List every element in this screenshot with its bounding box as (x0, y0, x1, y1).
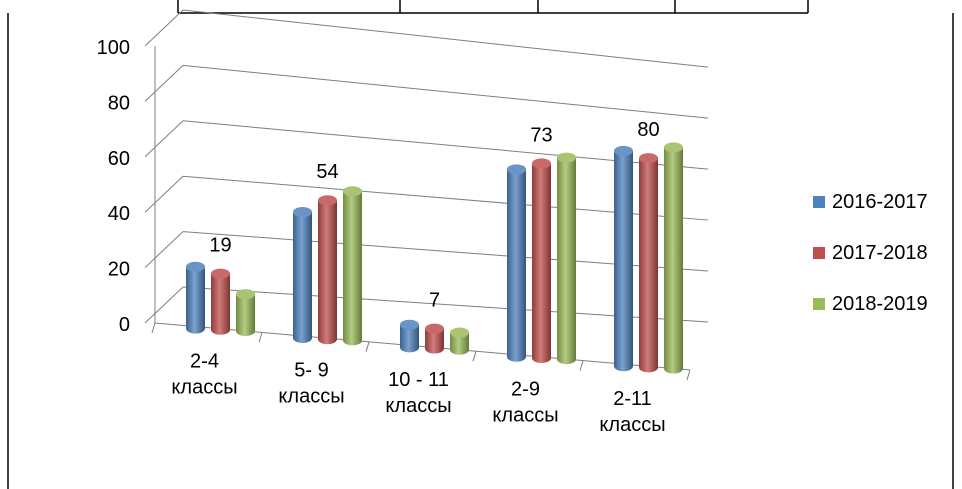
bar-body (425, 328, 444, 354)
bar-body (236, 294, 255, 336)
x-axis-line (154, 322, 691, 371)
bar (236, 289, 255, 336)
y-tick-label: 20 (108, 259, 130, 281)
bar-top (507, 164, 526, 175)
category-label: классы (278, 386, 344, 408)
data-labels: 19 54 7 73 80 (209, 119, 659, 312)
category-label: 2-9 (511, 379, 540, 401)
bar (186, 261, 205, 334)
bar-body (664, 147, 683, 374)
bar-top (532, 158, 551, 169)
bar-top (425, 323, 444, 334)
category-labels: 2-4 классы 5- 9 классы 10 - 11 классы 2-9 класс… (171, 350, 665, 436)
bar (664, 142, 683, 374)
bar (400, 319, 419, 353)
category-label: классы (171, 376, 237, 398)
x-tick-mark (258, 332, 263, 343)
data-label: 7 (429, 290, 440, 312)
y-axis-ticks: 0 20 40 60 80 100 (97, 37, 130, 336)
bar (318, 195, 337, 345)
category-label: 2-11 (613, 388, 652, 410)
bar-top (236, 289, 255, 300)
gridline-side (144, 65, 184, 102)
bar-top (343, 186, 362, 197)
category-label: классы (599, 414, 665, 436)
legend-item: 2017-2018 (813, 242, 928, 264)
bar (639, 153, 658, 373)
gridline-side (144, 286, 184, 324)
bar (507, 164, 526, 362)
bar (293, 207, 312, 343)
y-tick-label: 100 (97, 37, 130, 59)
bar-top (664, 142, 683, 153)
bar (425, 323, 444, 354)
bar-top (186, 261, 205, 272)
bar-top (614, 145, 633, 156)
bar-body (293, 212, 312, 343)
bar-top (211, 268, 230, 279)
x-tick-mark (579, 360, 584, 371)
legend-swatch (813, 298, 825, 310)
bar (211, 268, 230, 335)
bar-body (507, 169, 526, 362)
category-label: 2-4 (190, 350, 219, 372)
bar-body (557, 157, 576, 365)
data-label: 19 (209, 235, 231, 257)
bar-body (211, 273, 230, 335)
bar-top (318, 195, 337, 206)
bar-body (400, 324, 419, 353)
legend-swatch (813, 196, 825, 208)
x-tick-mark (472, 351, 477, 362)
bar-body (343, 191, 362, 346)
page-frame (7, 0, 954, 489)
bar-top (400, 319, 419, 330)
y-tick-label: 0 (119, 314, 130, 336)
bar (343, 186, 362, 346)
gridline-side (144, 120, 184, 158)
x-tick-mark (151, 322, 156, 334)
y-tick-label: 40 (108, 203, 130, 225)
legend-item: 2016-2017 (813, 191, 928, 213)
bar-top (639, 153, 658, 164)
bar (450, 327, 469, 355)
legend-swatch (813, 247, 825, 259)
bar-top (450, 327, 469, 338)
category-label: классы (492, 405, 558, 427)
bars (186, 142, 683, 374)
gridline-side (144, 9, 184, 47)
data-label: 73 (530, 124, 552, 146)
legend-label: 2018-2019 (832, 293, 928, 315)
data-label: 80 (637, 119, 659, 141)
gridline-side (144, 231, 184, 268)
y-tick-label: 60 (108, 148, 130, 170)
gridline (182, 64, 709, 119)
data-label: 54 (316, 161, 338, 183)
bar-body (532, 163, 551, 363)
x-tick-mark (365, 341, 370, 352)
bar-top (293, 207, 312, 218)
category-label: 5- 9 (294, 360, 328, 382)
category-label: классы (385, 395, 451, 417)
legend-label: 2017-2018 (832, 242, 928, 264)
x-tick-mark (686, 369, 691, 381)
legend: 2016-2017 2017-2018 2018-2019 (813, 191, 928, 315)
bar-body (639, 158, 658, 373)
bar-body (186, 266, 205, 334)
gridline (182, 9, 709, 68)
bar-body (614, 150, 633, 372)
bar (557, 152, 576, 365)
bar-body (450, 332, 469, 355)
y-tick-label: 80 (108, 92, 130, 114)
gridline-side (144, 175, 184, 213)
bar (614, 145, 633, 372)
legend-label: 2016-2017 (832, 191, 928, 213)
bar-top (557, 152, 576, 163)
category-label: 10 - 11 (388, 369, 449, 391)
axes (151, 46, 691, 381)
bar-body (318, 200, 337, 345)
legend-item: 2018-2019 (813, 293, 928, 315)
bar (532, 158, 551, 363)
